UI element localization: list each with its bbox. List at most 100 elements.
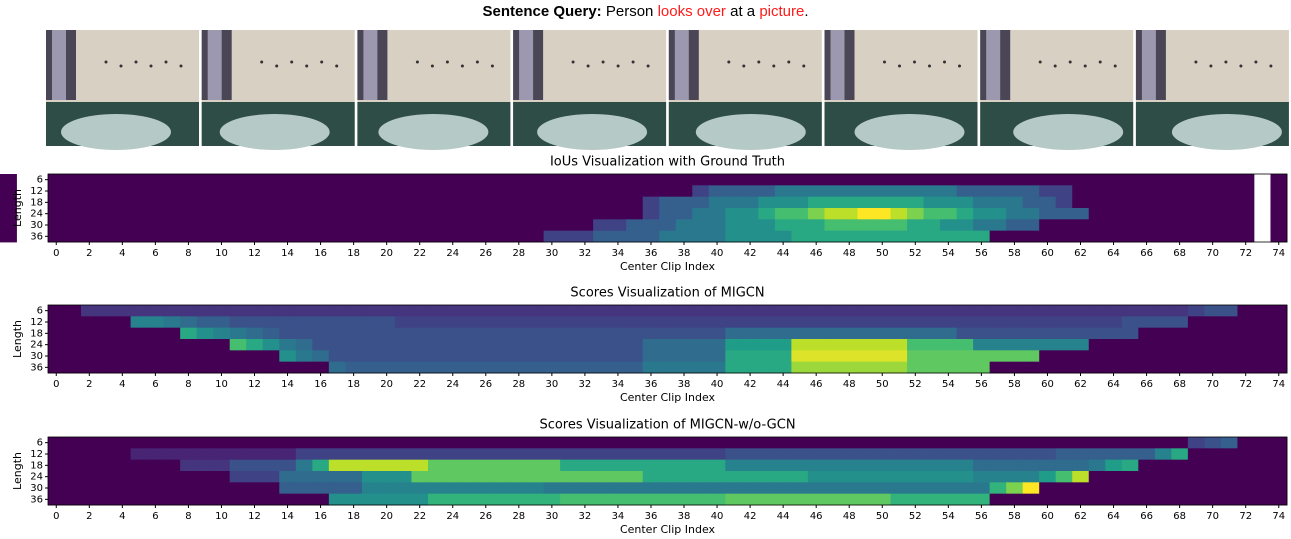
heatmap-cell bbox=[824, 448, 842, 461]
heatmap-cell bbox=[147, 316, 165, 329]
heatmap-cell bbox=[874, 327, 891, 340]
heatmap-cell bbox=[1006, 230, 1024, 243]
heatmap-cell bbox=[791, 482, 809, 495]
heatmap-cell bbox=[229, 493, 247, 506]
heatmap-cell bbox=[1088, 208, 1106, 220]
heatmap-cell bbox=[461, 361, 478, 374]
heatmap-cell bbox=[840, 230, 858, 243]
heatmap-cell bbox=[1039, 350, 1057, 363]
heatmap-cell bbox=[791, 339, 809, 351]
heatmap-cell bbox=[1237, 437, 1255, 449]
x-tick-label: 34 bbox=[612, 379, 625, 390]
heatmap-cell bbox=[1055, 208, 1073, 220]
y-axis-label: Length bbox=[11, 189, 24, 227]
heatmap-cell bbox=[213, 208, 231, 220]
heatmap-cell bbox=[64, 350, 82, 363]
heatmap-cell bbox=[1220, 493, 1238, 506]
heatmap-cell bbox=[130, 482, 148, 495]
x-tick-label: 56 bbox=[975, 511, 988, 522]
x-tick-label: 10 bbox=[215, 511, 228, 522]
heatmap-cell bbox=[114, 482, 131, 495]
heatmap-cell bbox=[642, 350, 660, 363]
heatmap-cell bbox=[64, 305, 82, 317]
heatmap-cell bbox=[180, 339, 198, 351]
frame-wall-dot bbox=[475, 60, 479, 64]
heatmap-cell bbox=[130, 185, 148, 198]
heatmap-cell bbox=[626, 448, 644, 461]
frame-wall-dot bbox=[134, 60, 138, 64]
heatmap-cell bbox=[774, 174, 792, 186]
heatmap-cell bbox=[1039, 361, 1057, 374]
heatmap-cell bbox=[1237, 448, 1255, 461]
heatmap-cell bbox=[229, 339, 247, 351]
heatmap-cell bbox=[758, 459, 776, 472]
heatmap-cell bbox=[675, 350, 693, 363]
x-tick-label: 60 bbox=[1041, 379, 1054, 390]
heatmap-cell bbox=[328, 482, 346, 495]
x-tick-label: 2 bbox=[86, 379, 92, 390]
heatmap-cell bbox=[708, 471, 726, 483]
heatmap-cell bbox=[725, 339, 743, 351]
heatmap-cell bbox=[874, 174, 891, 186]
frame-wall-dot bbox=[1053, 64, 1057, 68]
heatmap-cell bbox=[494, 185, 511, 198]
heatmap-cell bbox=[48, 471, 65, 483]
heatmap-cell bbox=[807, 448, 825, 461]
heatmap-cell bbox=[213, 185, 231, 198]
heatmap-cell bbox=[791, 230, 809, 243]
heatmap-cell bbox=[940, 437, 957, 449]
heatmap-cell bbox=[857, 482, 875, 495]
heatmap-cell bbox=[213, 471, 231, 483]
x-tick-label: 30 bbox=[545, 511, 558, 522]
heatmap-cell bbox=[130, 448, 148, 461]
heatmap-cell bbox=[1220, 459, 1238, 472]
x-tick-label: 54 bbox=[942, 379, 955, 390]
x-tick-label: 58 bbox=[1008, 248, 1021, 259]
heatmap-cell bbox=[973, 350, 991, 363]
heatmap-cell bbox=[180, 174, 198, 186]
heatmap-cell bbox=[560, 493, 578, 506]
heatmap-cell bbox=[940, 316, 957, 329]
heatmap-cell bbox=[659, 459, 677, 472]
heatmap-cell bbox=[874, 350, 891, 363]
heatmap-cell bbox=[923, 230, 941, 243]
heatmap-cell bbox=[1121, 459, 1139, 472]
heatmap-cell bbox=[345, 448, 363, 461]
heatmap-cell bbox=[1270, 339, 1288, 351]
heatmap-cell bbox=[411, 339, 429, 351]
x-tick-label: 48 bbox=[843, 248, 856, 259]
heatmap-cell bbox=[609, 196, 627, 209]
heatmap-cell bbox=[940, 219, 957, 232]
heatmap-cell bbox=[576, 339, 594, 351]
heatmap-cell bbox=[510, 493, 528, 506]
heatmap-cell bbox=[527, 437, 544, 449]
heatmap-cell bbox=[956, 350, 974, 363]
heatmap-cell bbox=[461, 208, 478, 220]
heatmap-cell bbox=[890, 339, 908, 351]
heatmap-cell bbox=[213, 196, 231, 209]
heatmap-cell bbox=[642, 230, 660, 243]
heatmap-cell bbox=[1154, 305, 1172, 317]
heatmap-cell bbox=[874, 305, 891, 317]
heatmap-cell bbox=[725, 437, 743, 449]
heatmap-cell bbox=[1154, 196, 1172, 209]
heatmap-cell bbox=[890, 185, 908, 198]
heatmap-cell bbox=[444, 361, 462, 374]
heatmap-cell bbox=[213, 350, 231, 363]
heatmap-cell bbox=[1253, 316, 1271, 329]
heatmap-cell bbox=[940, 185, 957, 198]
heatmap-cell bbox=[246, 448, 264, 461]
heatmap-cell bbox=[659, 327, 677, 340]
heatmap-cell bbox=[593, 230, 611, 243]
heatmap-cell bbox=[494, 327, 511, 340]
heatmap-cell bbox=[1039, 448, 1057, 461]
heatmap-cell bbox=[1105, 174, 1123, 186]
heatmap-cell bbox=[1253, 493, 1271, 506]
heatmap-cell bbox=[708, 361, 726, 374]
heatmap-cell bbox=[1154, 174, 1172, 186]
heatmap-cell bbox=[527, 185, 544, 198]
heatmap-cell bbox=[675, 437, 693, 449]
heatmap-cell bbox=[741, 208, 759, 220]
heatmap-cell bbox=[543, 459, 561, 472]
heatmap-cell bbox=[973, 361, 991, 374]
